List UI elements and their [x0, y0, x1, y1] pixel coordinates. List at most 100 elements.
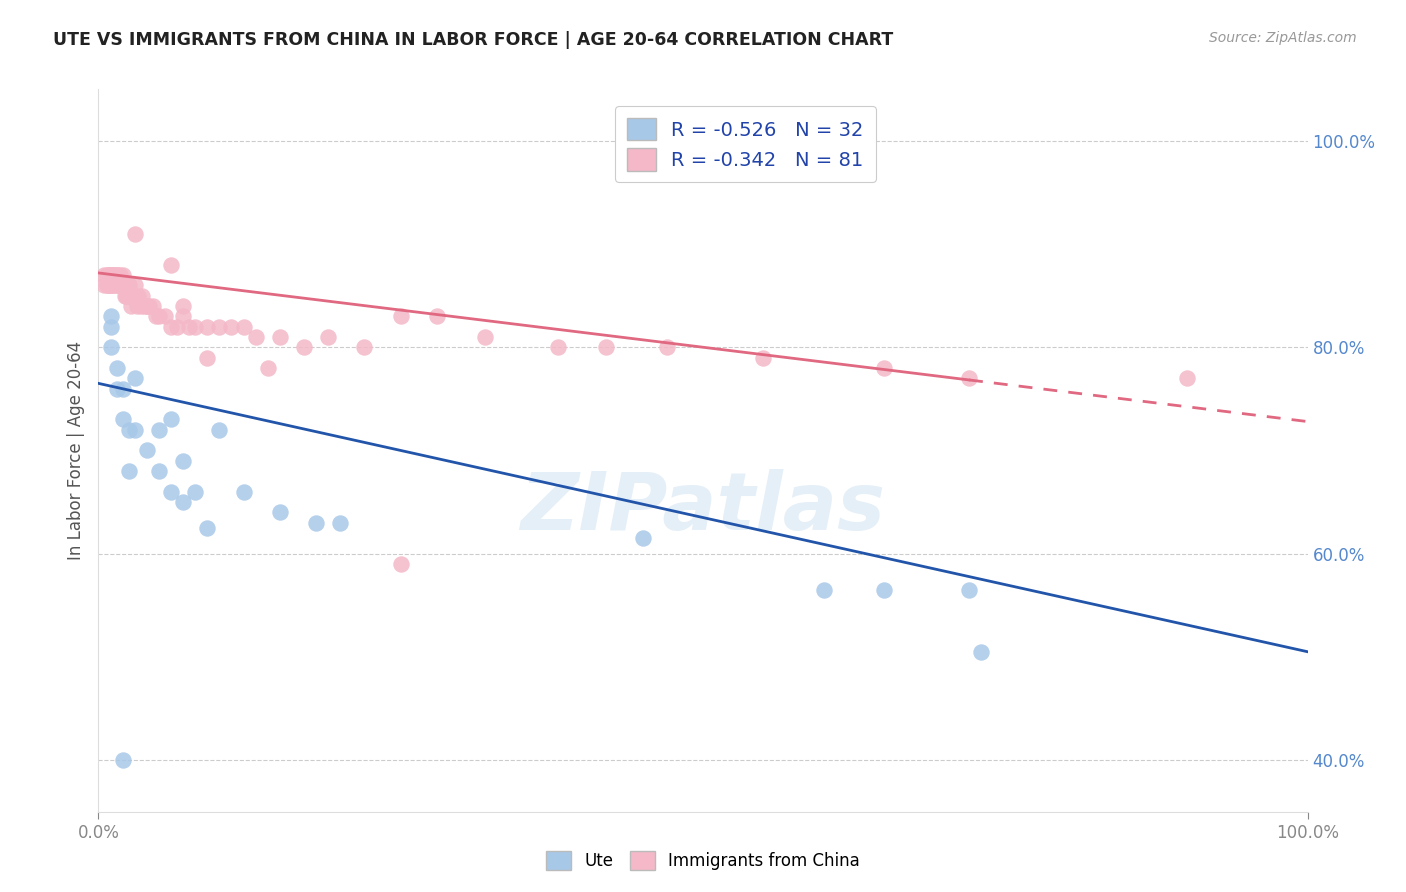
Point	[111, 268, 134, 282]
Point	[160, 484, 183, 499]
Point	[111, 412, 134, 426]
Point	[110, 278, 132, 293]
Point	[631, 531, 654, 545]
Point	[97, 278, 120, 293]
Point	[232, 484, 254, 499]
Point	[970, 645, 993, 659]
Point	[195, 521, 218, 535]
Point	[160, 319, 183, 334]
Point	[353, 340, 375, 354]
Legend: R = -0.526   N = 32, R = -0.342   N = 81: R = -0.526 N = 32, R = -0.342 N = 81	[614, 106, 876, 182]
Point	[103, 268, 125, 282]
Point	[129, 299, 152, 313]
Point	[93, 268, 115, 282]
Point	[93, 278, 115, 293]
Point	[115, 288, 138, 302]
Point	[105, 360, 128, 375]
Point	[105, 382, 128, 396]
Point	[160, 258, 183, 272]
Point	[135, 443, 157, 458]
Point	[1272, 871, 1295, 886]
Text: Source: ZipAtlas.com: Source: ZipAtlas.com	[1209, 31, 1357, 45]
Point	[111, 278, 134, 293]
Point	[389, 557, 412, 571]
Point	[100, 278, 122, 293]
Point	[316, 330, 339, 344]
Point	[96, 268, 118, 282]
Point	[100, 319, 122, 334]
Point	[145, 310, 167, 324]
Point	[135, 299, 157, 313]
Legend: Ute, Immigrants from China: Ute, Immigrants from China	[540, 844, 866, 877]
Point	[655, 340, 678, 354]
Point	[179, 319, 201, 334]
Point	[1272, 877, 1295, 891]
Point	[111, 382, 134, 396]
Point	[957, 582, 980, 597]
Point	[172, 454, 194, 468]
Point	[232, 319, 254, 334]
Point	[166, 319, 188, 334]
Point	[138, 299, 160, 313]
Point	[172, 299, 194, 313]
Point	[256, 360, 278, 375]
Point	[245, 330, 267, 344]
Point	[111, 753, 134, 767]
Point	[120, 299, 142, 313]
Point	[269, 330, 291, 344]
Point	[329, 516, 352, 530]
Point	[107, 268, 129, 282]
Point	[172, 310, 194, 324]
Point	[108, 268, 131, 282]
Point	[118, 288, 141, 302]
Point	[292, 340, 315, 354]
Text: UTE VS IMMIGRANTS FROM CHINA IN LABOR FORCE | AGE 20-64 CORRELATION CHART: UTE VS IMMIGRANTS FROM CHINA IN LABOR FO…	[53, 31, 894, 49]
Point	[474, 330, 496, 344]
Point	[160, 412, 183, 426]
Point	[104, 268, 127, 282]
Point	[131, 288, 153, 302]
Point	[98, 268, 121, 282]
Point	[118, 288, 141, 302]
Point	[114, 278, 136, 293]
Point	[101, 278, 124, 293]
Point	[118, 423, 141, 437]
Point	[208, 319, 231, 334]
Point	[389, 310, 412, 324]
Point	[97, 268, 120, 282]
Point	[107, 278, 129, 293]
Point	[101, 268, 124, 282]
Point	[269, 505, 291, 519]
Point	[195, 351, 218, 365]
Point	[118, 464, 141, 478]
Point	[184, 484, 207, 499]
Point	[134, 299, 156, 313]
Point	[127, 299, 149, 313]
Point	[221, 319, 243, 334]
Point	[873, 360, 896, 375]
Point	[135, 299, 157, 313]
Point	[426, 310, 449, 324]
Point	[148, 310, 170, 324]
Point	[103, 278, 125, 293]
Point	[184, 319, 207, 334]
Point	[127, 288, 149, 302]
Y-axis label: In Labor Force | Age 20-64: In Labor Force | Age 20-64	[66, 341, 84, 560]
Point	[108, 278, 131, 293]
Point	[124, 278, 146, 293]
Point	[153, 310, 176, 324]
Point	[172, 495, 194, 509]
Point	[124, 423, 146, 437]
Point	[148, 464, 170, 478]
Text: ZIPatlas: ZIPatlas	[520, 469, 886, 548]
Point	[98, 278, 121, 293]
Point	[957, 371, 980, 385]
Point	[873, 582, 896, 597]
Point	[124, 288, 146, 302]
Point	[100, 268, 122, 282]
Point	[305, 516, 328, 530]
Point	[118, 278, 141, 293]
Point	[195, 319, 218, 334]
Point	[208, 423, 231, 437]
Point	[100, 310, 122, 324]
